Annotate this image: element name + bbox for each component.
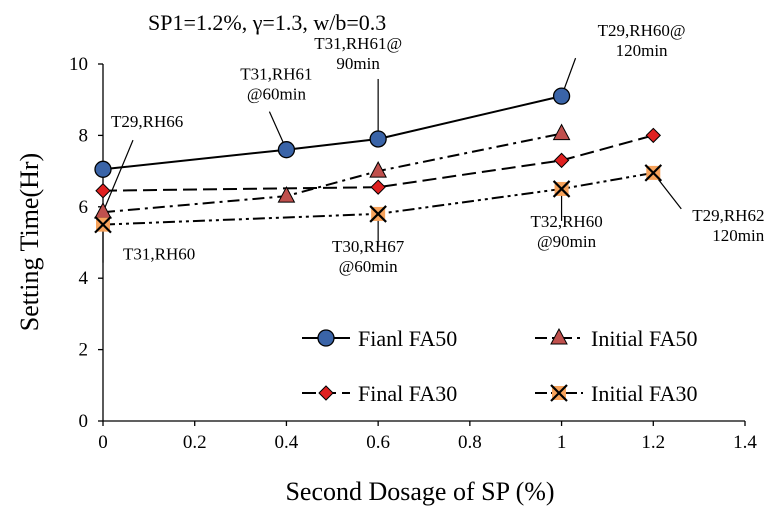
data-point: [645, 127, 661, 144]
data-point: [552, 123, 571, 141]
data-point: [277, 141, 296, 159]
legend-label-2: Final FA30: [358, 381, 457, 406]
data-point: [369, 205, 387, 223]
legend-label-3: Initial FA30: [591, 381, 698, 406]
x-tick-label: 1: [557, 432, 567, 453]
x-tick-label: 1.2: [641, 432, 665, 453]
x-tick-label: 0.2: [183, 432, 207, 453]
data-point: [277, 186, 296, 203]
annotation-line: 120min: [616, 41, 668, 60]
data-point: [370, 179, 386, 195]
y-tick-label: 2: [79, 340, 89, 361]
data-point: [94, 160, 112, 178]
x-tick-label: 1.4: [733, 432, 757, 453]
axes: 0 2 4 6 8 10 0 0.2 0.4 0.6 0.8 1 1.2 1.4: [69, 54, 757, 453]
data-point: [94, 202, 112, 219]
data-point: [553, 152, 570, 169]
data-point: [95, 183, 111, 199]
annotation-label: T29,RH62 @120min: [692, 206, 764, 245]
marker-cross: [552, 180, 571, 198]
x-tick-label: 0.4: [275, 432, 299, 453]
data-point: [552, 180, 571, 198]
annotation-label: T31,RH61 @60min: [240, 65, 312, 104]
annotation-leader: [102, 139, 134, 213]
annotation-line: @60min: [247, 85, 307, 104]
marker-cross: [369, 205, 387, 223]
data-point: [644, 164, 663, 182]
x-tick-label: 0.6: [366, 432, 390, 453]
annotation-line: T29,RH62 @: [692, 206, 764, 225]
marker-cross: [94, 215, 112, 234]
legend-marker-1: [550, 327, 568, 345]
annotation-line: T31,RH61@: [314, 34, 402, 53]
annotation-line: T30,RH67: [332, 237, 405, 256]
y-tick-label: 6: [79, 197, 89, 218]
data-point: [94, 215, 112, 234]
y-axis-title: Setting Time(Hr): [15, 153, 44, 331]
series-lines: [102, 95, 654, 226]
data-point: [369, 130, 387, 148]
y-tick-label: 0: [79, 411, 89, 432]
chart-title: SP1=1.2%, γ=1.3, w/b=0.3: [148, 10, 386, 35]
series-line-3: [102, 171, 654, 226]
series-markers: [94, 87, 663, 234]
data-point: [369, 161, 387, 178]
annotation-line: @90min: [537, 232, 597, 251]
x-axis-title: Second Dosage of SP (%): [285, 477, 554, 506]
legend-marker-0: [317, 329, 335, 347]
annotation-line: T31,RH60: [123, 245, 195, 264]
annotation-line: @60min: [339, 257, 399, 276]
legend-marker-2: [318, 385, 334, 401]
legend-label-0: Fianl FA50: [358, 326, 457, 351]
marker-cross: [644, 164, 663, 182]
annotation-line: 90min: [336, 54, 380, 73]
y-tick-label: 10: [69, 54, 88, 75]
legend: Fianl FA50 Initial FA50 Final FA30 Initial …: [302, 326, 698, 406]
annotation-label: T31,RH61@ 90min: [314, 34, 402, 73]
y-tick-label: 8: [79, 125, 89, 146]
series-line-1: [102, 132, 562, 214]
annotation-line: T31,RH61: [240, 65, 312, 84]
annotation-label: T32,RH60 @90min: [530, 212, 602, 251]
annotation-label: T31,RH60: [123, 245, 195, 264]
legend-marker-3: [550, 384, 568, 402]
marker-cross: [550, 384, 568, 402]
annotation-line: T32,RH60: [530, 212, 602, 231]
x-tick-label: 0.8: [458, 432, 482, 453]
legend-label-1: Initial FA50: [591, 326, 698, 351]
annotation-label: T30,RH67 @60min: [332, 237, 405, 276]
annotation-label: T29,RH66: [111, 112, 183, 131]
x-tick-label: 0: [98, 432, 108, 453]
annotation-label: T29,RH60@ 120min: [598, 21, 686, 60]
annotation-line: T29,RH66: [111, 112, 183, 131]
annotation-line: 120min: [712, 226, 764, 245]
series-line-2: [102, 134, 654, 192]
y-tick-label: 4: [79, 268, 89, 289]
series-line-0: [102, 95, 562, 171]
data-point: [552, 87, 571, 105]
annotation-line: T29,RH60@: [598, 21, 686, 40]
